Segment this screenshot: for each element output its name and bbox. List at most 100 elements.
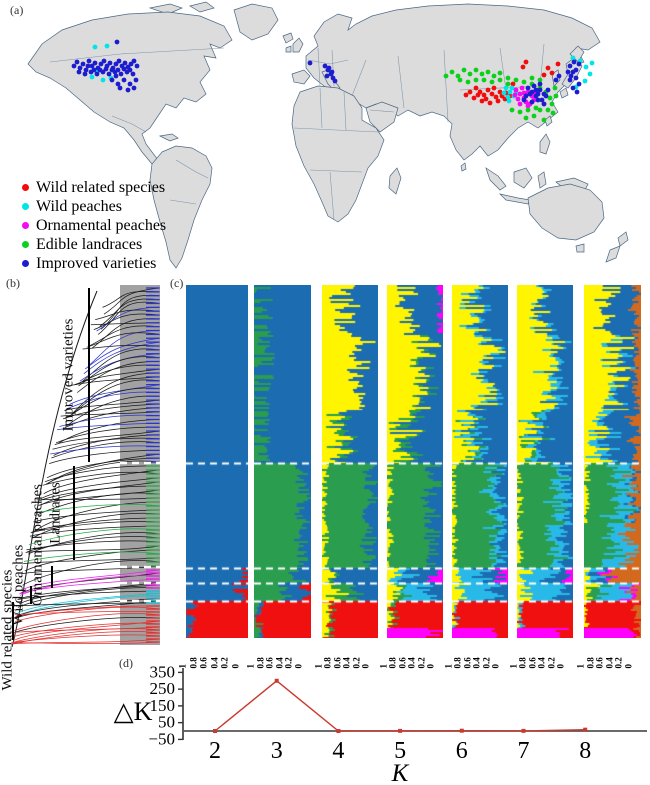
tree-branch-improved-varieties <box>61 407 160 430</box>
sample-dot-edible-landraces <box>457 77 463 83</box>
tree-branch-wild-related-species <box>14 611 160 616</box>
tree-branch-improved-varieties <box>95 309 160 320</box>
sample-dot-edible-landraces <box>481 77 487 83</box>
tree-group-label: Landraces <box>47 482 64 544</box>
sample-dot-improved-varieties <box>570 85 576 91</box>
tree-branch-wild-related-species <box>13 626 160 633</box>
sample-dot-edible-landraces <box>517 109 523 115</box>
tree-branch-landraces <box>42 471 160 486</box>
sample-dot-improved-varieties <box>103 66 109 72</box>
y-tick-label: 250 <box>150 679 176 698</box>
panel-label-a: (a) <box>10 3 24 17</box>
sample-dot-improved-varieties <box>125 87 131 93</box>
sample-dot-improved-varieties <box>121 66 127 72</box>
legend-item: Wild peaches <box>22 197 166 216</box>
sample-dot-improved-varieties <box>567 77 573 83</box>
sample-dot-edible-landraces <box>497 77 503 83</box>
sample-dot-improved-varieties <box>574 89 580 95</box>
tree-branch-improved-varieties <box>80 348 160 383</box>
tree-branch-wild-peaches <box>16 600 160 619</box>
legend-item: Ornamental peaches <box>22 216 166 235</box>
sample-dot-improved-varieties <box>116 58 122 64</box>
sample-dot-edible-landraces <box>505 75 511 81</box>
sample-dot-edible-landraces <box>552 85 558 91</box>
tree-branch-improved-varieties <box>50 445 160 455</box>
tree-branch-landraces <box>43 469 160 495</box>
sample-dot-improved-varieties <box>85 63 91 69</box>
tree-branch-improved-varieties <box>97 301 160 335</box>
sample-dot-edible-landraces <box>541 117 547 123</box>
sample-dot-improved-varieties <box>541 101 547 107</box>
x-tick-label: 8 <box>579 738 591 764</box>
tree-group-label: Ornamental peaches <box>29 483 46 607</box>
tree-branch-wild-related-species <box>12 638 160 645</box>
sample-dot-improved-varieties <box>573 67 579 73</box>
tree-branch-wild-related-species <box>13 622 160 638</box>
tree-branch-improved-varieties <box>71 376 160 386</box>
y-tick-label: −50 <box>148 729 175 748</box>
data-point-marker <box>213 729 217 734</box>
sample-dot-edible-landraces <box>497 70 503 76</box>
world-map <box>27 1 629 269</box>
tree-branch-ornamental-peaches <box>18 584 160 600</box>
structure-column-k2 <box>186 285 248 638</box>
data-point-marker <box>336 729 341 734</box>
sample-dot-edible-landraces <box>505 81 511 87</box>
data-point-marker <box>274 678 279 683</box>
sample-dot-wild-related-species <box>497 89 503 95</box>
legend-item: Wild related species <box>22 178 166 197</box>
sample-dot-improved-varieties <box>118 71 124 77</box>
tree-group-label: Improved varieties <box>60 318 77 432</box>
structure-column-k5 <box>387 285 443 638</box>
sample-dot-improved-varieties <box>117 85 123 91</box>
tree-branch-landraces <box>33 509 160 523</box>
structure-column-k6 <box>452 285 508 638</box>
sample-dot-improved-varieties <box>525 85 531 91</box>
sample-dot-wild-related-species <box>545 65 551 71</box>
structure-column-k7 <box>517 285 573 638</box>
tree-branch-landraces <box>25 545 160 553</box>
sample-dot-improved-varieties <box>91 67 97 73</box>
panel-map: Wild related species Wild peaches Ornament… <box>0 0 650 278</box>
sample-dot-wild-related-species <box>487 100 493 106</box>
sample-dot-improved-varieties <box>115 67 121 73</box>
x-tick-label: 3 <box>271 738 283 764</box>
tree-branch-improved-varieties <box>70 379 160 416</box>
sample-dot-edible-landraces <box>533 105 539 111</box>
tree-branch-landraces <box>24 549 160 572</box>
y-tick-label: 50 <box>158 713 175 732</box>
x-tick-label: 5 <box>394 738 406 764</box>
sample-dot-wild-related-species <box>491 85 497 91</box>
tree-branch-landraces <box>22 560 160 586</box>
x-axis-title: K <box>391 760 410 785</box>
tree-branch-improved-varieties <box>45 460 160 485</box>
sample-dot-improved-varieties <box>92 60 98 66</box>
sample-dot-improved-varieties <box>133 77 139 83</box>
sample-dot-improved-varieties <box>521 97 527 103</box>
delta-k-line <box>214 679 586 732</box>
sample-dot-improved-varieties <box>533 87 539 93</box>
legend-label: Ornamental peaches <box>36 216 167 234</box>
sample-dots <box>71 39 595 123</box>
sample-dot-edible-landraces <box>523 115 529 121</box>
sample-dot-improved-varieties <box>94 71 100 77</box>
tree-branch-landraces <box>30 521 160 534</box>
sample-dot-wild-peaches <box>505 94 511 100</box>
sample-dot-wild-peaches <box>506 98 512 104</box>
y-axis-title: △K <box>114 697 153 726</box>
sample-dot-improved-varieties <box>106 71 112 77</box>
y-tick-label: 350 <box>150 662 176 681</box>
sample-dot-improved-varieties <box>98 61 104 67</box>
sample-dot-wild-related-species <box>485 87 491 93</box>
sample-dot-improved-varieties <box>122 60 128 66</box>
panel-label-b: (b) <box>6 276 20 290</box>
sample-dot-improved-varieties <box>89 63 95 69</box>
tree-branch-improved-varieties <box>86 332 160 348</box>
legend-label: Wild related species <box>36 178 166 196</box>
sample-dot-improved-varieties <box>80 61 86 67</box>
sample-dot-improved-varieties <box>83 67 89 73</box>
data-point-marker <box>583 727 588 732</box>
sample-dot-wild-related-species <box>555 61 561 67</box>
tree-branch-landraces <box>44 465 160 483</box>
